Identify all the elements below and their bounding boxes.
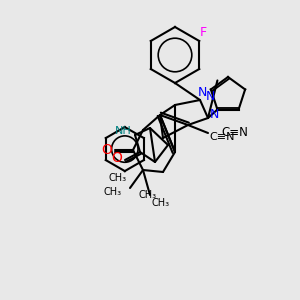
Text: O: O bbox=[112, 151, 122, 165]
Text: C≡N: C≡N bbox=[222, 125, 248, 139]
Text: NH: NH bbox=[115, 126, 131, 136]
Text: N: N bbox=[197, 85, 207, 98]
Text: O: O bbox=[102, 143, 112, 157]
Text: CH₃: CH₃ bbox=[152, 198, 170, 208]
Text: CH₃: CH₃ bbox=[104, 187, 122, 197]
Text: C≡N: C≡N bbox=[209, 132, 235, 142]
Text: N: N bbox=[205, 91, 215, 103]
Text: F: F bbox=[200, 26, 207, 40]
Text: CH₃: CH₃ bbox=[109, 173, 127, 183]
Text: CH₃: CH₃ bbox=[139, 190, 157, 200]
Text: N: N bbox=[209, 107, 219, 121]
